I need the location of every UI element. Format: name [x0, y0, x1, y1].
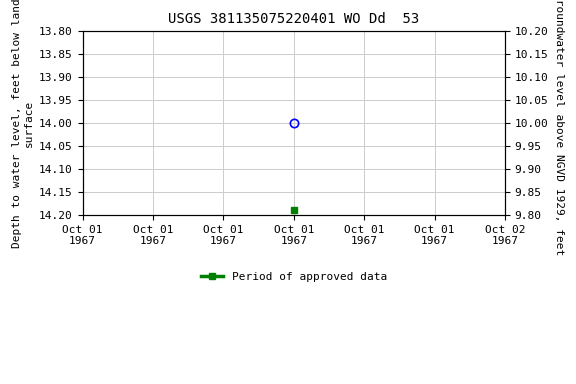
Legend: Period of approved data: Period of approved data: [196, 268, 392, 286]
Y-axis label: Depth to water level, feet below land
surface: Depth to water level, feet below land su…: [12, 0, 33, 248]
Title: USGS 381135075220401 WO Dd  53: USGS 381135075220401 WO Dd 53: [168, 12, 419, 26]
Y-axis label: Groundwater level above NGVD 1929, feet: Groundwater level above NGVD 1929, feet: [554, 0, 564, 255]
